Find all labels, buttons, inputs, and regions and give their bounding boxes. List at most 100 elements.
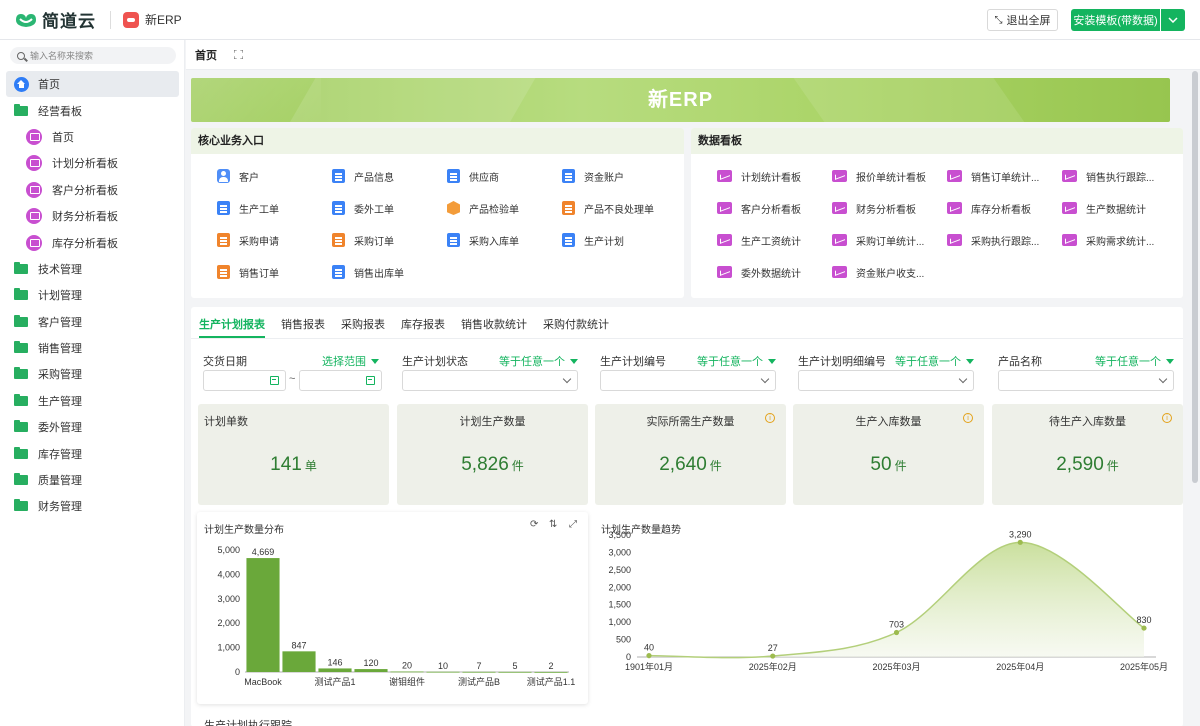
- fullscreen-icon[interactable]: [234, 50, 243, 59]
- dashboard-entry-label: 生产工资统计: [741, 236, 801, 248]
- x-tick-label: 2025年05月: [1120, 661, 1168, 672]
- brand-logo[interactable]: 简道云: [14, 7, 96, 32]
- dashboard-entry-item[interactable]: 报价单统计看板: [832, 160, 947, 192]
- report-tab[interactable]: 采购报表: [341, 319, 385, 331]
- report-tab[interactable]: 库存报表: [401, 319, 445, 331]
- dashboard-icon: [947, 170, 962, 182]
- date-end-input[interactable]: [299, 370, 382, 391]
- core-entry-item[interactable]: 销售出库单: [332, 256, 447, 288]
- form-icon: [332, 265, 345, 279]
- dashboard-entry-item[interactable]: 销售执行跟踪...: [1062, 160, 1177, 192]
- report-tab[interactable]: 生产计划报表: [199, 316, 265, 338]
- calendar-icon: [366, 376, 375, 385]
- dashboard-icon: [26, 234, 42, 251]
- sidebar-item[interactable]: 销售管理: [6, 335, 179, 361]
- page-scrollbar[interactable]: [1192, 71, 1198, 483]
- sidebar-item[interactable]: 财务分析看板: [6, 203, 179, 229]
- y-tick-label: 1,000: [217, 643, 240, 653]
- sidebar-item[interactable]: 计划管理: [6, 282, 179, 308]
- filter-select[interactable]: [798, 370, 974, 391]
- core-entry-item[interactable]: 产品检验单: [447, 192, 562, 224]
- sidebar-item[interactable]: 首页: [6, 124, 179, 150]
- core-entry-item[interactable]: 产品信息: [332, 160, 447, 192]
- filter-operator[interactable]: 等于任意一个: [1095, 353, 1174, 369]
- exit-fullscreen-button[interactable]: ⤡ 退出全屏: [987, 9, 1058, 31]
- core-entry-item[interactable]: 生产计划: [562, 224, 677, 256]
- person-icon: [217, 169, 230, 183]
- y-tick-label: 500: [616, 635, 631, 645]
- info-icon[interactable]: i: [765, 413, 775, 423]
- info-icon[interactable]: i: [1162, 413, 1172, 423]
- filter-select[interactable]: [600, 370, 776, 391]
- report-tab[interactable]: 销售收款统计: [461, 319, 527, 331]
- core-entry-item[interactable]: 采购入库单: [447, 224, 562, 256]
- core-entry-item[interactable]: 资金账户: [562, 160, 677, 192]
- bar-value-label: 4,669: [252, 547, 275, 557]
- filter-operator[interactable]: 选择范围: [322, 353, 379, 369]
- sidebar-item[interactable]: 质量管理: [6, 467, 179, 493]
- report-tab[interactable]: 采购付款统计: [543, 319, 609, 331]
- sidebar-item[interactable]: 库存分析看板: [6, 229, 179, 255]
- filter-select[interactable]: [402, 370, 578, 391]
- core-entry-item[interactable]: 委外工单: [332, 192, 447, 224]
- dashboard-entry-item[interactable]: 客户分析看板: [717, 192, 832, 224]
- x-tick-label: 测试产品1: [314, 676, 355, 687]
- sidebar-item[interactable]: 委外管理: [6, 414, 179, 440]
- report-panel: 生产计划报表 销售报表 采购报表 库存报表 销售收款统计 采购付款统计 交货日期 选择范围…: [191, 307, 1183, 726]
- core-entry-item[interactable]: 采购申请: [217, 224, 332, 256]
- dashboard-entry-label: 计划统计看板: [741, 172, 801, 184]
- sidebar-item-label: 库存分析看板: [52, 237, 118, 250]
- dashboard-entry-item[interactable]: 采购订单统计...: [832, 224, 947, 256]
- core-entry-item[interactable]: 销售订单: [217, 256, 332, 288]
- expand-icon[interactable]: ⤢: [569, 519, 577, 530]
- dashboard-entry-item[interactable]: 计划统计看板: [717, 160, 832, 192]
- dashboard-entry-item[interactable]: 财务分析看板: [832, 192, 947, 224]
- sidebar-item[interactable]: 客户管理: [6, 309, 179, 335]
- sidebar-item[interactable]: 财务管理: [6, 493, 179, 519]
- dashboard-entry-item[interactable]: 采购需求统计...: [1062, 224, 1177, 256]
- dashboard-entry-item[interactable]: 生产数据统计: [1062, 192, 1177, 224]
- date-start-input[interactable]: [203, 370, 286, 391]
- report-tab[interactable]: 销售报表: [281, 319, 325, 331]
- filter-select[interactable]: [998, 370, 1174, 391]
- kpi-required-quantity: 实际所需生产数量 i 2,640 件: [595, 404, 786, 505]
- sidebar-item[interactable]: 经营看板: [6, 97, 179, 123]
- core-entry-item[interactable]: 产品不良处理单: [562, 192, 677, 224]
- info-icon[interactable]: i: [963, 413, 973, 423]
- filter-operator[interactable]: 等于任意一个: [499, 353, 578, 369]
- sidebar-nav: 首页 经营看板 首页 计划分析看板 客户分析看板 财务分析看板 库存分析看板 技术管理 计划管理…: [6, 71, 179, 520]
- dashboard-entry-item[interactable]: 委外数据统计: [717, 256, 832, 288]
- sidebar-item[interactable]: 技术管理: [6, 256, 179, 282]
- dashboard-entry-item[interactable]: 销售订单统计...: [947, 160, 1062, 192]
- dashboard-entry-item[interactable]: 库存分析看板: [947, 192, 1062, 224]
- core-entry-item[interactable]: 客户: [217, 160, 332, 192]
- exit-fullscreen-label: 退出全屏: [1006, 15, 1051, 27]
- dashboard-entry-item[interactable]: 资金账户收支...: [832, 256, 947, 288]
- folder-icon: [14, 314, 28, 327]
- core-entry-item[interactable]: 采购订单: [332, 224, 447, 256]
- app-name[interactable]: 新ERP: [145, 13, 182, 27]
- sidebar-item[interactable]: 计划分析看板: [6, 150, 179, 176]
- bar: [282, 651, 316, 672]
- filter-operator[interactable]: 等于任意一个: [697, 353, 776, 369]
- sort-icon[interactable]: ⇅: [549, 519, 558, 530]
- dashboard-entry-item[interactable]: 采购执行跟踪...: [947, 224, 1062, 256]
- core-entry-item[interactable]: 生产工单: [217, 192, 332, 224]
- install-dropdown-button[interactable]: [1161, 9, 1185, 31]
- install-template-button[interactable]: 安装模板(带数据): [1071, 9, 1160, 31]
- sidebar-item[interactable]: 客户分析看板: [6, 177, 179, 203]
- tab-home[interactable]: 首页: [195, 49, 217, 62]
- sidebar-item[interactable]: 库存管理: [6, 440, 179, 466]
- filter-operator[interactable]: 等于任意一个: [895, 353, 974, 369]
- refresh-icon[interactable]: ⟳: [530, 519, 539, 530]
- sidebar-item[interactable]: 首页: [6, 71, 179, 98]
- dashboard-entry-item[interactable]: 生产工资统计: [717, 224, 832, 256]
- dashboard-entry-label: 销售执行跟踪...: [1086, 172, 1155, 184]
- banner-title: 新ERP: [647, 89, 714, 111]
- sidebar-item[interactable]: 生产管理: [6, 388, 179, 414]
- sidebar-item[interactable]: 采购管理: [6, 361, 179, 387]
- kpi-label: 生产入库数量: [855, 416, 922, 428]
- sidebar-search-input[interactable]: 输入名称来搜索: [10, 47, 176, 64]
- core-entry-item[interactable]: 供应商: [447, 160, 562, 192]
- form-icon: [217, 233, 230, 247]
